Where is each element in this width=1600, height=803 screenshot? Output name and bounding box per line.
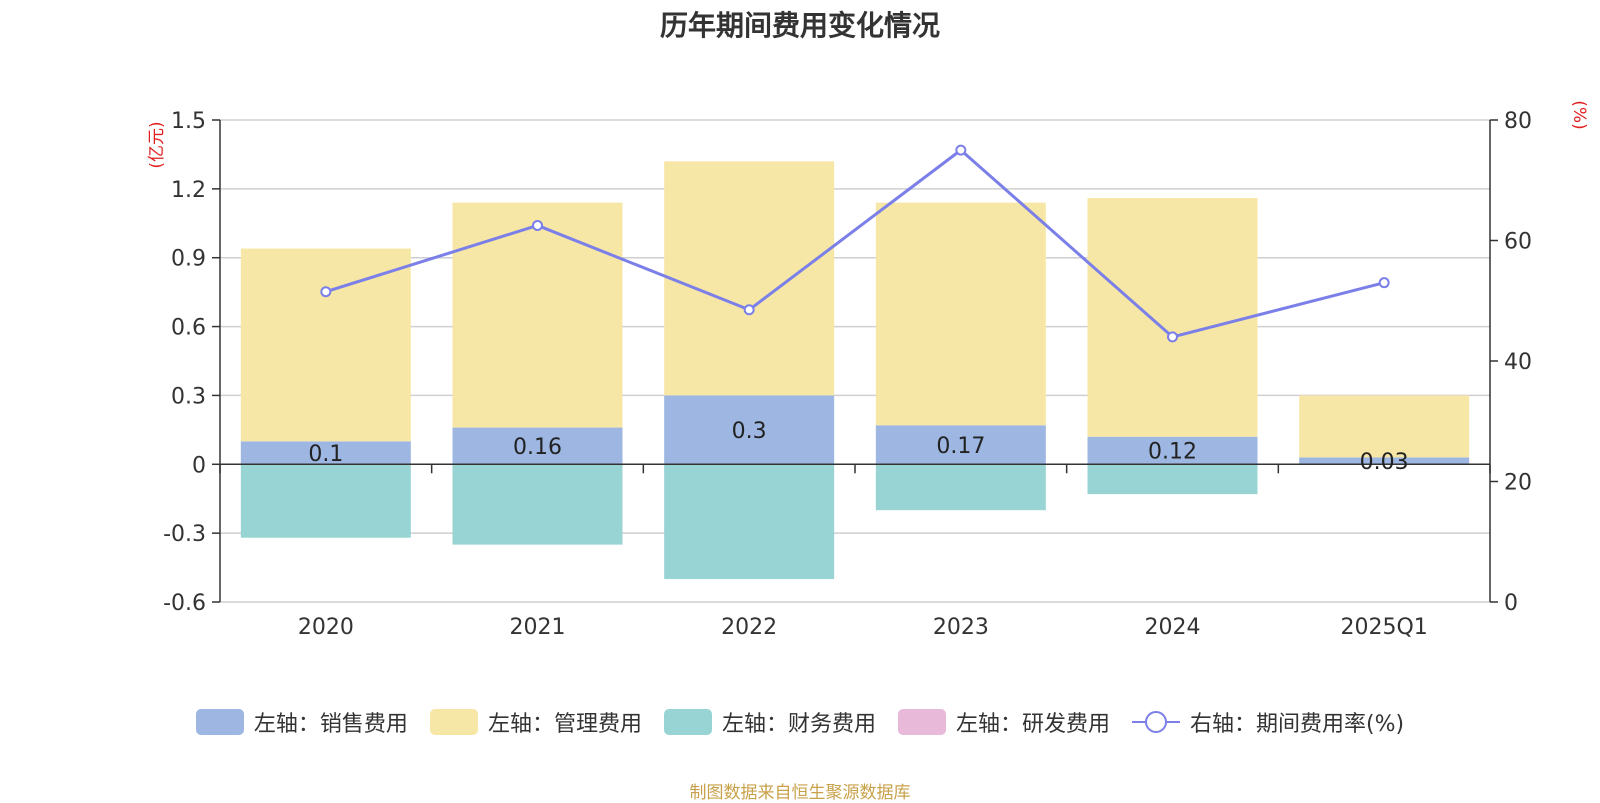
bar-0-2025Q1 <box>1299 457 1470 465</box>
bar-2-2024 <box>1087 464 1258 495</box>
data-label: 0.03 <box>1360 450 1409 475</box>
rate-point-2025Q1 <box>1378 277 1390 289</box>
legend-swatch-sales <box>195 709 244 735</box>
legend-label-rd: 左轴：研发费用 <box>955 712 1110 737</box>
left-tick-label: 1.2 <box>171 178 206 203</box>
bar-2-2022 <box>664 464 835 580</box>
right-tick-label: 0 <box>1504 591 1518 616</box>
left-tick-label: -0.3 <box>163 522 206 547</box>
data-source-note: 制图数据来自恒生聚源数据库 <box>689 783 911 803</box>
left-tick-label: 0 <box>192 453 206 478</box>
category-label: 2025Q1 <box>1341 615 1428 640</box>
left-tick-label: 0.6 <box>171 316 206 341</box>
bar-1-2023 <box>875 202 1046 426</box>
bar-2-2021 <box>452 464 623 545</box>
legend-item-finance[interactable]: 左轴：财务费用 <box>663 706 876 738</box>
legend: 左轴：销售费用 左轴：管理费用 左轴：财务费用 左轴：研发费用 右轴：期间费用率… <box>0 706 1600 738</box>
category-label: 2022 <box>721 615 777 640</box>
chart-title: 历年期间费用变化情况 <box>659 9 940 42</box>
right-tick-label: 80 <box>1504 109 1532 134</box>
left-tick-label: 0.9 <box>171 247 206 272</box>
data-label: 0.16 <box>513 435 562 460</box>
legend-swatch-rd <box>897 709 946 735</box>
bar-0-2020 <box>240 441 411 465</box>
bar-1-2024 <box>1087 198 1258 437</box>
legend-swatch-finance <box>663 709 712 735</box>
data-label: 0.1 <box>308 442 343 467</box>
legend-label-rate: 右轴：期间费用率(%) <box>1189 712 1405 737</box>
axes: 1.5 1.2 0.9 0.6 0.3 0 -0.3 -0.6 80 60 40 20 0 (亿元) (%)… <box>147 100 1589 640</box>
left-tick-label: 0.3 <box>171 384 206 409</box>
bar-1-2020 <box>240 248 411 442</box>
bar-1-2021 <box>452 202 623 428</box>
legend-label-finance: 左轴：财务费用 <box>721 712 876 737</box>
bar-1-2022 <box>664 161 835 396</box>
rate-line <box>320 144 1390 343</box>
bar-0-2023 <box>875 425 1046 465</box>
legend-label-admin: 左轴：管理费用 <box>487 712 642 737</box>
bars <box>240 161 1470 580</box>
data-label: 0.17 <box>936 434 985 459</box>
data-label: 0.3 <box>732 419 767 444</box>
bar-2-2023 <box>875 464 1046 511</box>
bar-0-2024 <box>1087 436 1258 465</box>
data-labels: 0.1 0.16 0.3 0.17 0.12 0.03 <box>308 419 1408 475</box>
left-tick-label: -0.6 <box>163 591 206 616</box>
bar-1-2025Q1 <box>1299 395 1470 458</box>
data-label: 0.12 <box>1148 440 1197 465</box>
legend-item-sales[interactable]: 左轴：销售费用 <box>195 706 408 738</box>
category-label: 2021 <box>510 615 566 640</box>
legend-label-sales: 左轴：销售费用 <box>253 712 408 737</box>
chart-area: 1.5 1.2 0.9 0.6 0.3 0 -0.3 -0.6 80 60 40 20 0 (亿元) (%)… <box>147 100 1589 640</box>
left-axis-unit: (亿元) <box>147 121 167 168</box>
rate-point-2023 <box>955 144 967 156</box>
category-label: 2024 <box>1145 615 1201 640</box>
category-label: 2020 <box>298 615 354 640</box>
right-tick-label: 60 <box>1504 230 1532 255</box>
rate-line-path <box>325 148 1385 339</box>
legend-item-admin[interactable]: 左轴：管理费用 <box>429 706 642 738</box>
bar-0-2022 <box>664 395 835 465</box>
legend-swatch-admin <box>429 709 478 735</box>
left-tick-label: 1.5 <box>171 109 206 134</box>
rate-point-2021 <box>532 219 543 231</box>
legend-swatch-rate-icon <box>1131 711 1180 733</box>
right-axis-unit: (%) <box>1569 100 1589 129</box>
legend-item-rate[interactable]: 右轴：期间费用率(%) <box>1131 706 1405 738</box>
right-tick-label: 20 <box>1504 471 1532 496</box>
bar-0-2021 <box>452 427 623 465</box>
right-tick-label: 40 <box>1504 350 1532 375</box>
category-label: 2023 <box>933 615 989 640</box>
legend-item-rd[interactable]: 左轴：研发费用 <box>897 706 1110 738</box>
rate-point-2022 <box>743 304 755 316</box>
rate-point-2020 <box>320 286 332 298</box>
bar-2-2020 <box>240 464 411 538</box>
rate-point-2024 <box>1167 331 1178 343</box>
